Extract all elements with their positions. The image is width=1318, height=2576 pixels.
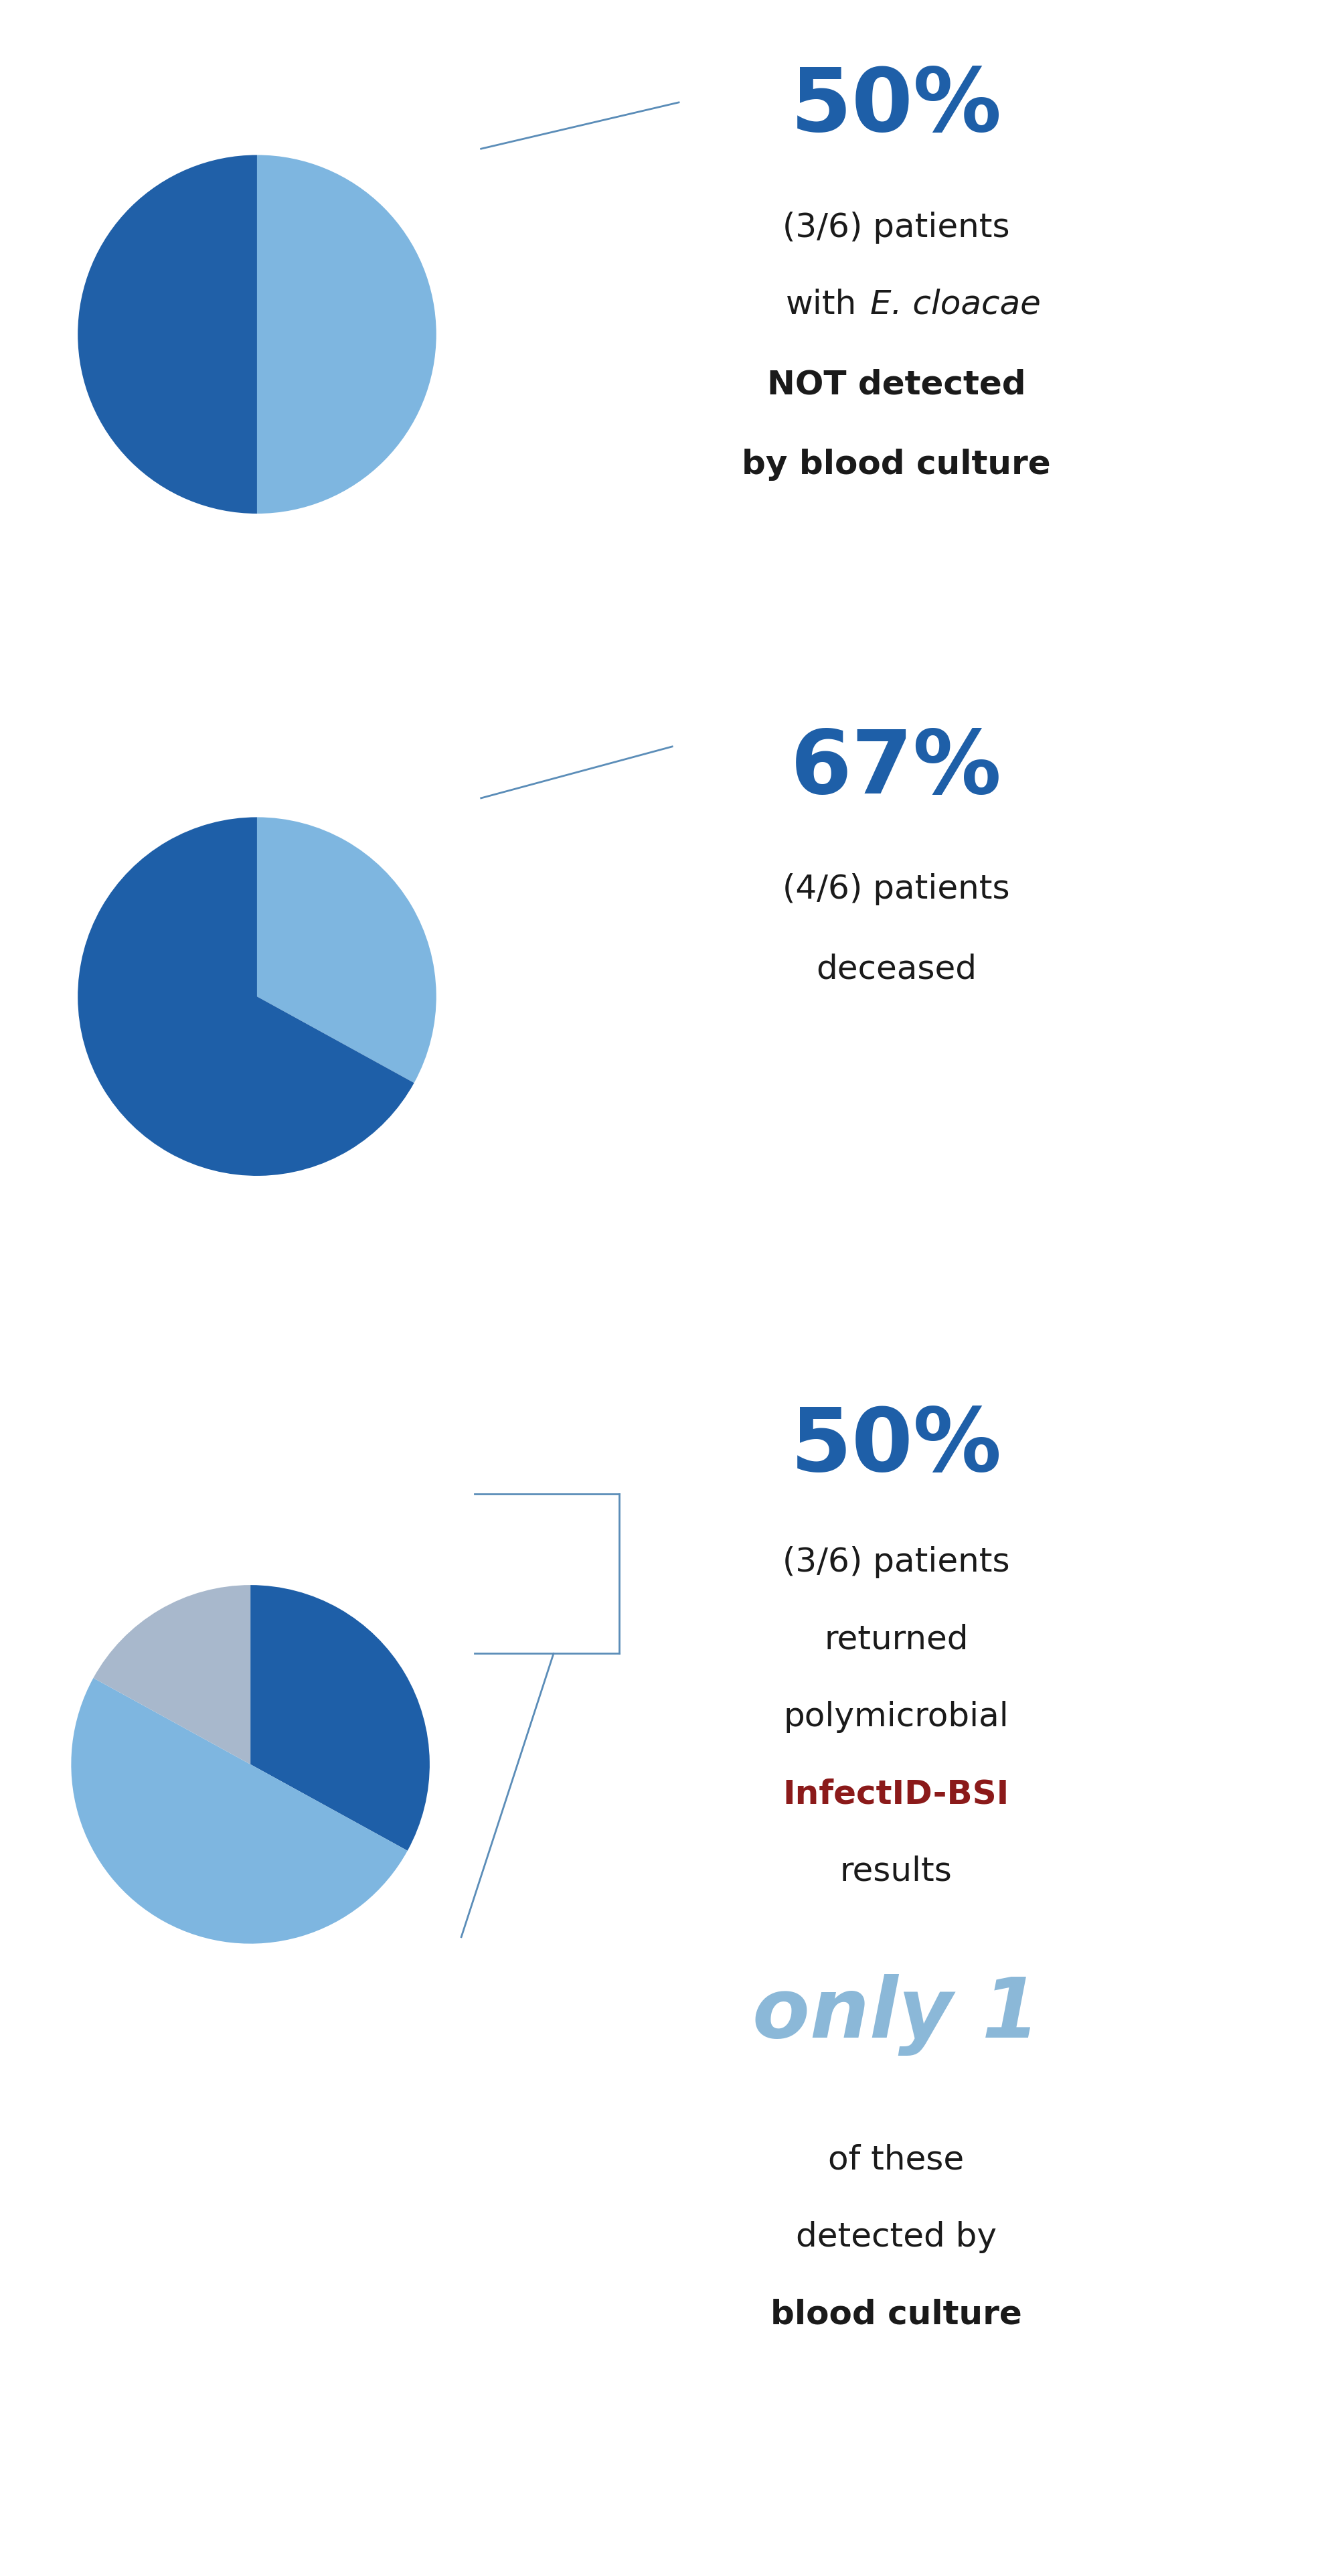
Text: only 1: only 1 xyxy=(753,1973,1040,2056)
Text: returned: returned xyxy=(824,1623,969,1654)
Wedge shape xyxy=(94,1584,250,1765)
Wedge shape xyxy=(257,817,436,1084)
Wedge shape xyxy=(257,155,436,515)
Wedge shape xyxy=(78,817,414,1177)
Text: results: results xyxy=(840,1855,953,1886)
Text: 50%: 50% xyxy=(791,64,1002,149)
Text: (3/6) patients: (3/6) patients xyxy=(783,1546,1010,1577)
Text: detected by: detected by xyxy=(796,2221,996,2251)
Text: of these: of these xyxy=(828,2143,965,2174)
Text: (3/6) patients: (3/6) patients xyxy=(783,211,1010,242)
Wedge shape xyxy=(71,1677,407,1945)
Text: polymicrobial: polymicrobial xyxy=(783,1700,1010,1731)
Text: 50%: 50% xyxy=(791,1404,1002,1489)
Text: NOT detected: NOT detected xyxy=(767,368,1025,399)
Text: with: with xyxy=(786,289,857,319)
Text: (4/6) patients: (4/6) patients xyxy=(783,873,1010,904)
Text: InfectID-BSI: InfectID-BSI xyxy=(783,1777,1010,1808)
Text: E. cloacae: E. cloacae xyxy=(870,289,1040,319)
Wedge shape xyxy=(250,1584,430,1852)
Text: 67%: 67% xyxy=(791,726,1002,811)
Text: blood culture: blood culture xyxy=(771,2298,1021,2329)
Text: deceased: deceased xyxy=(816,953,977,984)
Wedge shape xyxy=(78,155,257,515)
Text: by blood culture: by blood culture xyxy=(742,448,1050,479)
